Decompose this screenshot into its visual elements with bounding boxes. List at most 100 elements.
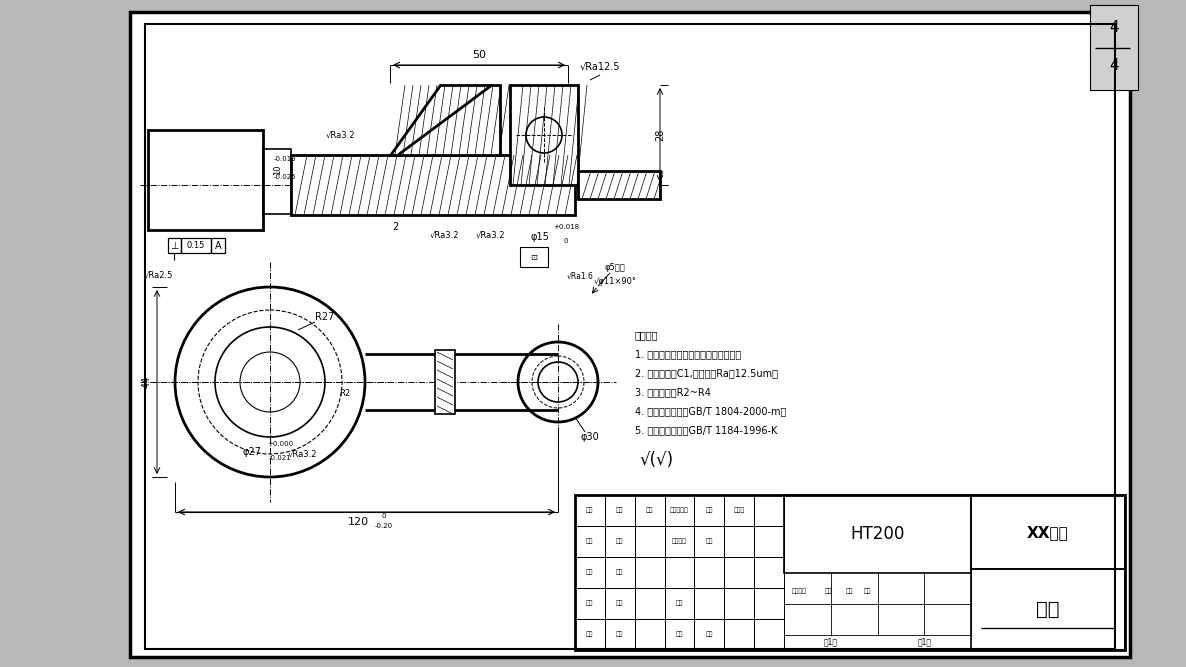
Bar — [291, 155, 575, 215]
Text: 比例: 比例 — [863, 588, 872, 594]
Text: HT200: HT200 — [850, 525, 905, 543]
Bar — [664, 495, 695, 526]
Text: 2: 2 — [391, 222, 398, 232]
Text: 制造标准: 制造标准 — [672, 539, 687, 544]
Bar — [605, 557, 635, 588]
Text: 3. 未注圆角为R2~R4: 3. 未注圆角为R2~R4 — [635, 387, 710, 397]
Bar — [725, 557, 754, 588]
Text: φ27: φ27 — [242, 447, 261, 457]
Bar — [1090, 5, 1139, 90]
Bar — [754, 495, 784, 526]
Bar — [181, 238, 211, 253]
Bar — [575, 495, 605, 526]
Bar — [148, 130, 263, 230]
Bar — [725, 495, 754, 526]
Bar — [784, 495, 971, 572]
Bar — [605, 526, 635, 557]
Text: 4: 4 — [1109, 21, 1118, 35]
Bar — [635, 588, 664, 619]
Text: √Ra3.2: √Ra3.2 — [476, 231, 505, 239]
Bar — [664, 526, 695, 557]
Text: √Ra3.2: √Ra3.2 — [431, 231, 460, 239]
Bar — [605, 495, 635, 526]
Text: 标记: 标记 — [586, 508, 594, 514]
Bar — [664, 557, 695, 588]
Bar — [695, 495, 725, 526]
Bar — [971, 570, 1126, 650]
Text: 阶段标记: 阶段标记 — [791, 588, 806, 594]
Text: ⊥: ⊥ — [170, 241, 178, 251]
Bar — [695, 557, 725, 588]
Text: φ15: φ15 — [530, 232, 549, 242]
Text: 设计: 设计 — [586, 539, 594, 544]
Bar — [971, 495, 1126, 570]
Bar — [575, 588, 605, 619]
Bar — [575, 619, 605, 650]
Bar — [754, 557, 784, 588]
Text: √Ra1.6: √Ra1.6 — [567, 271, 593, 281]
Bar — [575, 495, 1126, 650]
Text: φ5深洞: φ5深洞 — [605, 263, 625, 273]
Bar — [130, 12, 1130, 657]
Text: A: A — [215, 241, 222, 251]
Bar — [575, 557, 605, 588]
Text: 工艺: 工艺 — [586, 632, 594, 637]
Text: 10: 10 — [274, 165, 282, 175]
Text: 工艺: 工艺 — [616, 601, 624, 606]
Text: √(√): √(√) — [640, 451, 674, 469]
Text: √Ra3.2: √Ra3.2 — [287, 450, 317, 458]
Text: -0.013: -0.013 — [274, 156, 296, 162]
Text: R2: R2 — [339, 390, 351, 398]
Text: 批准: 批准 — [676, 632, 683, 637]
Bar — [725, 526, 754, 557]
Text: 审核: 审核 — [616, 570, 624, 576]
Text: R27: R27 — [315, 312, 334, 322]
Text: 50: 50 — [472, 50, 486, 60]
Text: 更改: 更改 — [616, 508, 624, 514]
Bar — [575, 526, 605, 557]
Bar — [435, 350, 455, 414]
Bar — [211, 238, 225, 253]
Bar — [578, 171, 659, 199]
Text: -0.20: -0.20 — [375, 523, 393, 529]
Text: 批准: 批准 — [706, 632, 713, 637]
Text: ⊡: ⊡ — [530, 253, 537, 261]
Text: 更改文件号: 更改文件号 — [670, 508, 689, 514]
Bar — [695, 619, 725, 650]
Bar — [635, 526, 664, 557]
Text: 120: 120 — [347, 517, 369, 527]
Bar — [695, 526, 725, 557]
Text: -0.025: -0.025 — [274, 174, 296, 180]
Bar — [263, 149, 291, 214]
Bar — [510, 85, 578, 185]
Bar — [605, 588, 635, 619]
Text: 共1张: 共1张 — [824, 638, 837, 646]
Text: 44: 44 — [142, 376, 152, 388]
Bar — [519, 247, 548, 267]
Text: +0.000: +0.000 — [267, 441, 293, 447]
Bar — [168, 238, 181, 253]
Text: 4. 未注尺寸公差按GB/T 1804-2000-m。: 4. 未注尺寸公差按GB/T 1804-2000-m。 — [635, 406, 786, 416]
Bar — [664, 588, 695, 619]
Polygon shape — [390, 85, 500, 155]
Text: √Ra3.2: √Ra3.2 — [325, 131, 355, 139]
Text: φ30: φ30 — [581, 432, 599, 442]
Bar — [635, 495, 664, 526]
Text: 0: 0 — [382, 513, 387, 519]
Text: 2. 未注倒角为C1,表面粗度Ra为12.5um。: 2. 未注倒角为C1,表面粗度Ra为12.5um。 — [635, 368, 778, 378]
Text: -0.021: -0.021 — [269, 455, 292, 461]
Bar — [145, 24, 1115, 649]
Text: 批准: 批准 — [676, 601, 683, 606]
Text: 技术要求: 技术要求 — [635, 330, 658, 340]
Text: √Ra12.5: √Ra12.5 — [580, 62, 620, 72]
Text: XX学校: XX学校 — [1027, 525, 1069, 540]
Text: +0.018: +0.018 — [553, 224, 579, 230]
Text: 1. 铸件不得有气孔、裂纹及砂眼等缺陷: 1. 铸件不得有气孔、裂纹及砂眼等缺陷 — [635, 349, 741, 359]
Bar — [635, 619, 664, 650]
Text: 5. 未注几何公差按GB/T 1184-1996-K: 5. 未注几何公差按GB/T 1184-1996-K — [635, 425, 777, 435]
Bar — [754, 588, 784, 619]
Bar — [754, 619, 784, 650]
Text: 签名: 签名 — [706, 508, 713, 514]
Bar — [754, 526, 784, 557]
Text: 申七: 申七 — [706, 539, 713, 544]
